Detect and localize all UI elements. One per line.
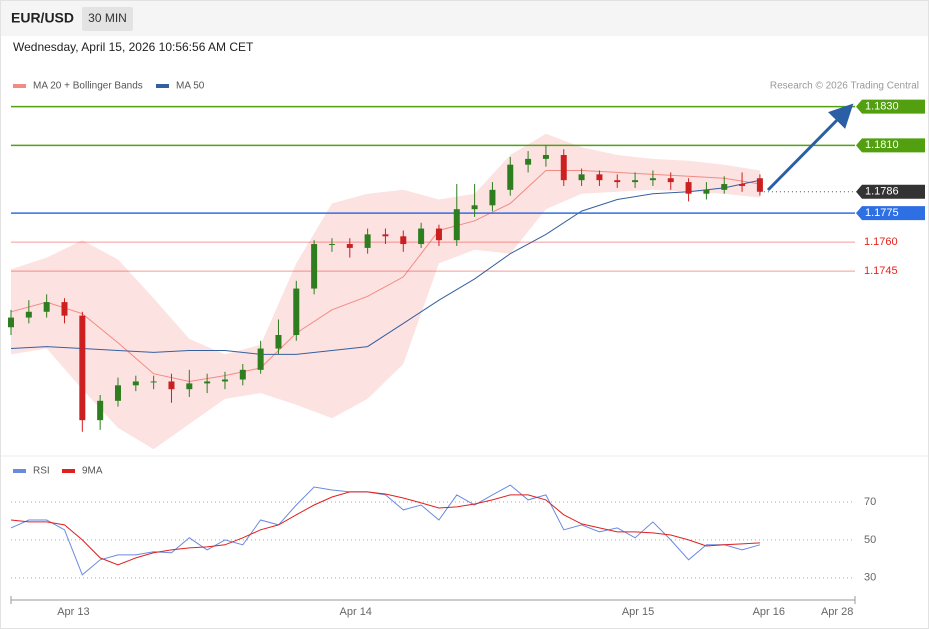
candle-body [685,182,692,194]
candle-body [293,288,300,335]
candle-body [560,155,567,181]
candle-body [97,400,104,421]
candle-body [43,302,50,312]
level-label-box [856,138,925,153]
candle-body [703,189,710,194]
candle-body [79,315,86,421]
level-label: 1.1810 [865,139,899,151]
candle-body [756,178,763,192]
level-label-box [856,99,925,114]
candle-body [435,228,442,241]
candle-body [614,180,621,183]
candle-body [275,335,282,349]
legend-swatch [62,469,75,473]
projection-arrow [766,103,854,192]
candle-body [525,158,532,165]
y-tick-label: 50 [864,534,876,546]
moving-average [10,179,761,355]
credit: Research © 2026 Trading Central [770,81,919,92]
candle-body [667,178,674,183]
candle-body [25,311,32,318]
candle-body [721,184,728,190]
candle-body [418,228,425,245]
candle-body [739,184,746,186]
interval-badge[interactable] [82,7,133,31]
candle-body [204,381,211,384]
level-label: 1.1745 [864,265,898,277]
candle-body [542,155,549,159]
y-tick-label: 70 [864,496,876,508]
indicator-line [10,491,760,566]
candle-body [328,244,335,246]
candle-body [186,383,193,390]
header-bar [1,1,928,36]
x-tick-label: Apr 28 [821,606,853,618]
legend-swatch [13,84,26,88]
chart-layers: MA 20 + Bollinger Bands MA 50 1.1830 1.1810… [8,81,925,618]
candle-body [168,381,175,390]
legend-label: MA 50 [176,81,205,92]
candle-body [132,381,139,386]
candle-body [61,302,68,316]
legend-label: 9MA [82,466,103,477]
candle-body [239,369,246,380]
candle-body [471,205,478,210]
symbol: EUR/USD [11,10,74,26]
candle-body [346,244,353,248]
candle-body [114,385,121,401]
candle-body [8,317,14,328]
candle-body [257,348,264,370]
candle-body [649,178,656,181]
x-tick-label: Apr 13 [57,606,89,618]
candle-body [489,189,496,206]
candle-body [311,244,318,289]
candle-body [382,234,389,237]
level-label: 1.1786 [865,186,899,198]
level-label: 1.1775 [865,207,899,219]
bollinger-band [11,133,760,450]
candle-body [507,164,514,190]
level-label: 1.1760 [864,236,898,248]
indicator-line [10,484,761,576]
interval[interactable]: 30 MIN [88,11,127,25]
x-tick-label: Apr 16 [753,606,785,618]
candle-body [578,174,585,181]
legend-swatch [156,84,169,88]
candle-body [453,209,460,241]
candle-body [596,174,603,181]
legend-swatch [13,469,26,473]
candle-body [150,381,157,383]
x-tick-label: Apr 15 [622,606,654,618]
y-tick-label: 30 [864,572,876,584]
candle-body [364,234,371,248]
legend-label: MA 20 + Bollinger Bands [33,81,143,92]
candle-body [221,379,228,382]
level-label-box [856,206,925,221]
legend-label: RSI [33,466,50,477]
x-tick-label: Apr 14 [340,606,372,618]
candle-body [632,180,639,183]
datetime: Wednesday, April 15, 2026 10:56:56 AM CE… [13,40,254,54]
level-label-box [856,184,925,199]
candle-body [400,236,407,245]
level-label: 1.1830 [865,101,899,113]
